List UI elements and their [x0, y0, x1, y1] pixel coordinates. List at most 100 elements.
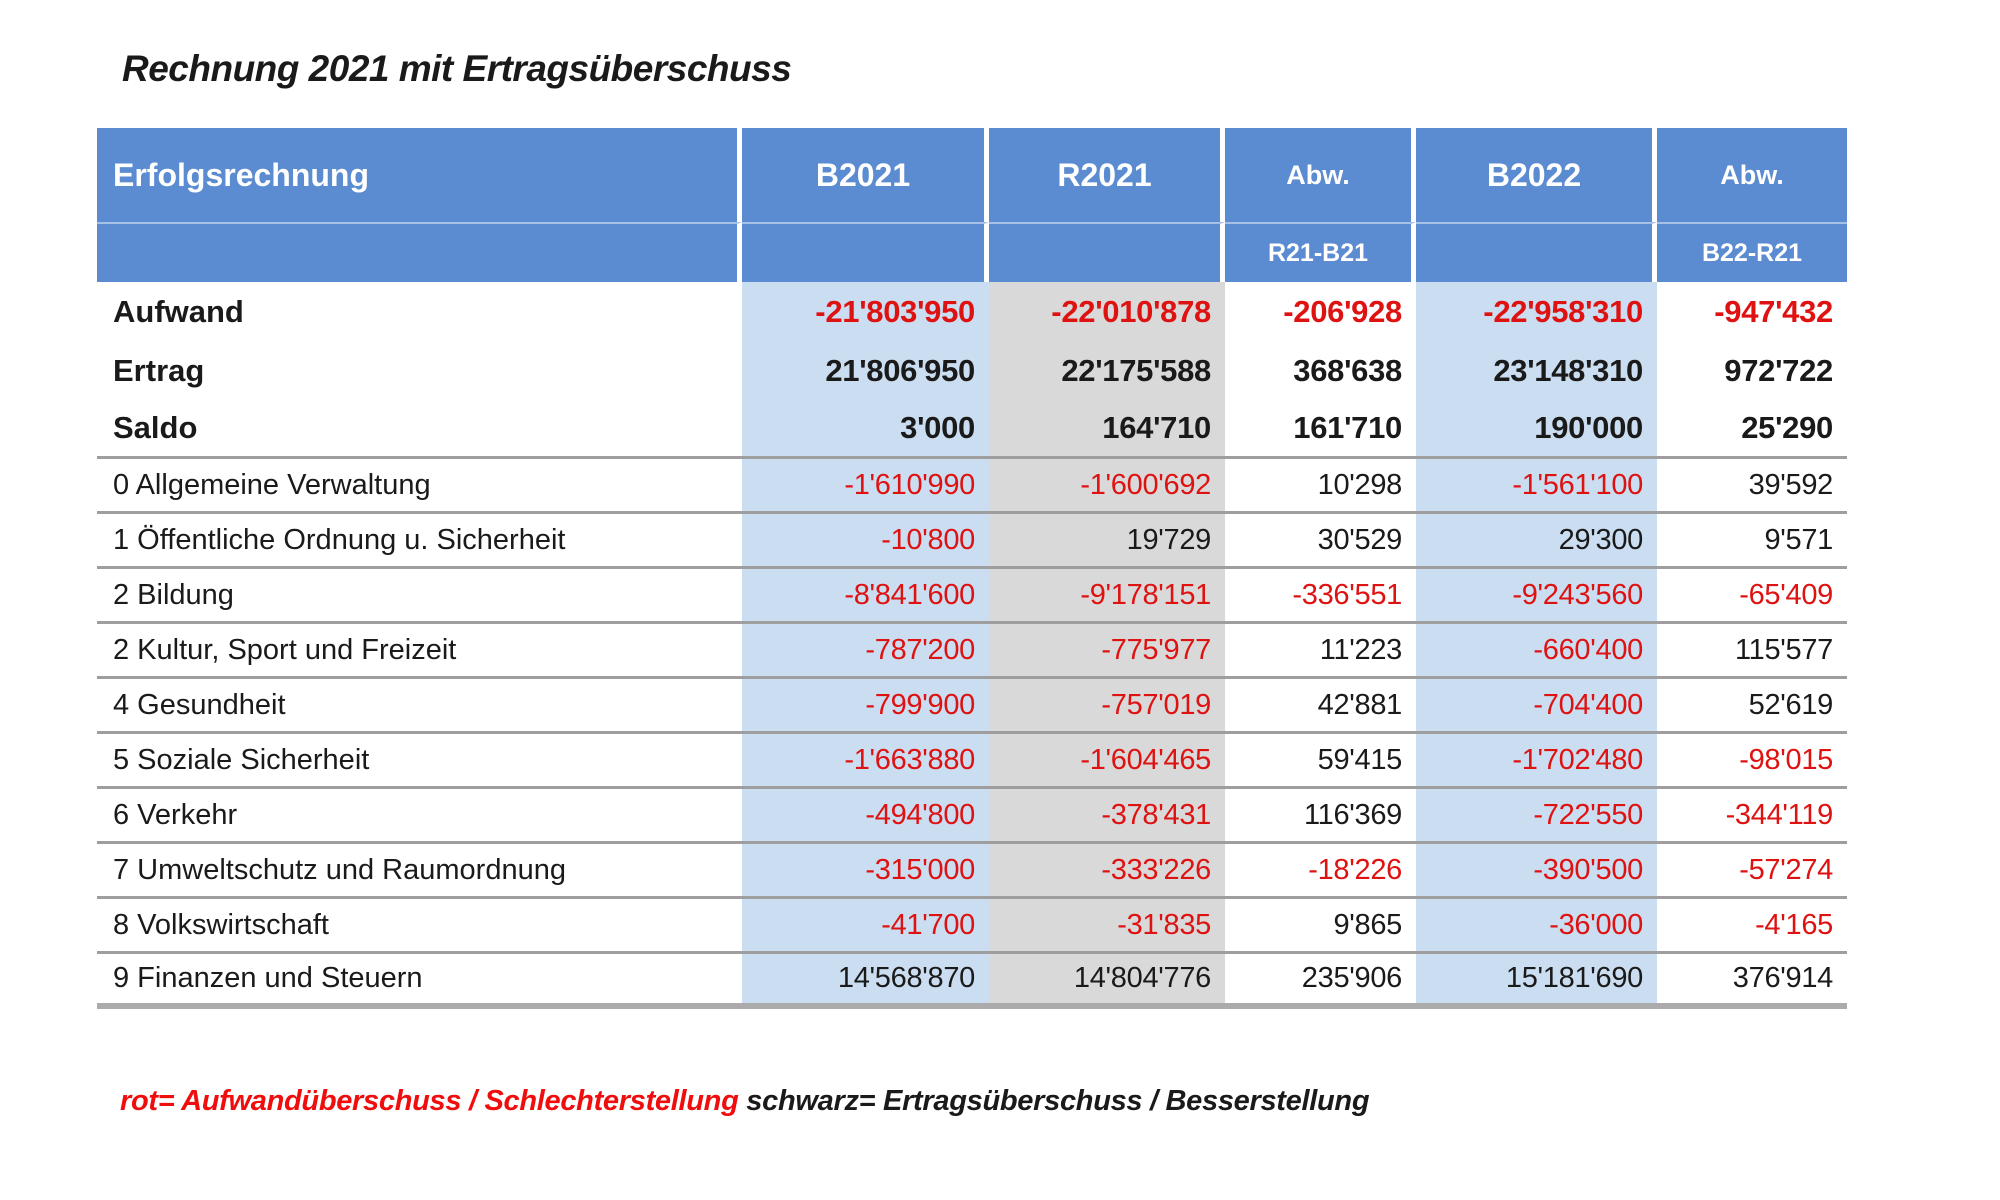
- cell-b2022: 15'181'690: [1416, 954, 1657, 1003]
- header-subcell-empty-r2021: [989, 222, 1225, 282]
- cell-abw-b22-r21: 25'290: [1741, 410, 1833, 445]
- cell-b2021: -10'800: [742, 514, 989, 566]
- cell-r2021: 14'804'776: [989, 954, 1225, 1003]
- cell-abw-b22-r21: 39'592: [1748, 468, 1834, 501]
- cell-b2021: -1'610'990: [742, 459, 989, 511]
- table-row: 1 Öffentliche Ordnung u. Sicherheit -10'8…: [97, 514, 1847, 569]
- cell-b2021: -41'700: [742, 899, 989, 951]
- erfolgsrechnung-table: Erfolgsrechnung B2021 R2021 Abw. B2022 A…: [97, 128, 1847, 1009]
- cell-abw-b22-r21: 115'577: [1734, 633, 1833, 666]
- cell-r2021: -757'019: [989, 679, 1225, 731]
- cell-label: 8 Volkswirtschaft: [113, 908, 329, 941]
- cell-b2021: 14'568'870: [742, 954, 989, 1003]
- cell-abw-r21-b21: -336'551: [1292, 578, 1402, 611]
- cell-r2021: 164'710: [989, 400, 1225, 456]
- table-header-row-1: Erfolgsrechnung B2021 R2021 Abw. B2022 A…: [97, 128, 1847, 222]
- cell-abw-b22-r21: -57'274: [1739, 853, 1833, 886]
- header-subcell-empty-b2022: [1416, 222, 1657, 282]
- cell-abw-b22-r21: 9'571: [1764, 523, 1833, 556]
- cell-abw-r21-b21: 161'710: [1293, 410, 1402, 445]
- cell-r2021: -775'977: [989, 624, 1225, 676]
- cell-abw-b22-r21: -947'432: [1714, 293, 1833, 329]
- cell-label: Ertrag: [113, 352, 205, 388]
- cell-r2021: -333'226: [989, 844, 1225, 896]
- header-cell-abw-1: Abw.: [1225, 128, 1416, 222]
- cell-b2022: -9'243'560: [1416, 569, 1657, 621]
- cell-b2022: 29'300: [1416, 514, 1657, 566]
- cell-label: 4 Gesundheit: [113, 688, 286, 721]
- cell-r2021: -1'600'692: [989, 459, 1225, 511]
- cell-label: 2 Kultur, Sport und Freizeit: [113, 633, 457, 666]
- summary-row-aufwand: Aufwand -21'803'950 -22'010'878 -206'928 -22…: [97, 282, 1847, 341]
- color-legend: rot= Aufwandüberschuss / Schlechterstell…: [120, 1085, 1370, 1118]
- cell-b2021: 3'000: [742, 400, 989, 456]
- cell-label: 7 Umweltschutz und Raumordnung: [113, 853, 566, 886]
- cell-label: 0 Allgemeine Verwaltung: [113, 468, 431, 501]
- header-cell-abw-2: Abw.: [1657, 128, 1847, 222]
- cell-b2021: -787'200: [742, 624, 989, 676]
- table-body: Aufwand -21'803'950 -22'010'878 -206'928 -22…: [97, 282, 1847, 1009]
- cell-abw-r21-b21: 59'415: [1317, 743, 1403, 776]
- cell-b2022: -390'500: [1416, 844, 1657, 896]
- table-header-row-2: R21-B21 B22-R21: [97, 222, 1847, 282]
- table-row: 6 Verkehr -494'800 -378'431 116'369 -722'550…: [97, 789, 1847, 844]
- cell-abw-b22-r21: -344'119: [1725, 798, 1834, 831]
- cell-b2022: -1'561'100: [1416, 459, 1657, 511]
- cell-r2021: 22'175'588: [989, 341, 1225, 400]
- cell-r2021: -1'604'465: [989, 734, 1225, 786]
- cell-abw-r21-b21: -18'226: [1308, 853, 1402, 886]
- cell-abw-r21-b21: 42'881: [1317, 688, 1403, 721]
- cell-abw-b22-r21: -65'409: [1739, 578, 1833, 611]
- cell-label: 5 Soziale Sicherheit: [113, 743, 370, 776]
- table-row: 2 Kultur, Sport und Freizeit -787'200 -775…: [97, 624, 1847, 679]
- legend-red-text: rot= Aufwandüberschuss / Schlechterstell…: [120, 1085, 739, 1117]
- cell-label: Saldo: [113, 410, 198, 445]
- cell-abw-b22-r21: -98'015: [1739, 743, 1833, 776]
- cell-r2021: -378'431: [989, 789, 1225, 841]
- cell-abw-r21-b21: 368'638: [1293, 352, 1402, 388]
- cell-abw-r21-b21: 9'865: [1333, 908, 1402, 941]
- cell-b2021: -799'900: [742, 679, 989, 731]
- cell-b2021: -8'841'600: [742, 569, 989, 621]
- cell-label: 1 Öffentliche Ordnung u. Sicherheit: [113, 523, 566, 556]
- table-row: 7 Umweltschutz und Raumordnung -315'000 -3…: [97, 844, 1847, 899]
- header-cell-r2021: R2021: [989, 128, 1225, 222]
- table-row: 8 Volkswirtschaft -41'700 -31'835 9'865 -36'…: [97, 899, 1847, 954]
- table-row: 2 Bildung -8'841'600 -9'178'151 -336'551 -9'…: [97, 569, 1847, 624]
- cell-b2022: -36'000: [1416, 899, 1657, 951]
- cell-abw-r21-b21: 11'223: [1319, 633, 1403, 666]
- summary-row-saldo: Saldo 3'000 164'710 161'710 190'000 25'290: [97, 400, 1847, 459]
- cell-abw-r21-b21: -206'928: [1283, 293, 1402, 329]
- table-row: 9 Finanzen und Steuern 14'568'870 14'804'7…: [97, 954, 1847, 1009]
- cell-abw-r21-b21: 30'529: [1317, 523, 1403, 556]
- cell-abw-b22-r21: 52'619: [1748, 688, 1834, 721]
- cell-b2021: -494'800: [742, 789, 989, 841]
- header-subcell-empty-b2021: [742, 222, 989, 282]
- cell-label: 2 Bildung: [113, 578, 234, 611]
- summary-row-ertrag: Ertrag 21'806'950 22'175'588 368'638 23'148'…: [97, 341, 1847, 400]
- cell-r2021: -31'835: [989, 899, 1225, 951]
- cell-b2022: 23'148'310: [1416, 341, 1657, 400]
- table-row: 4 Gesundheit -799'900 -757'019 42'881 -704'4…: [97, 679, 1847, 734]
- header-subcell-b22-r21: B22-R21: [1657, 222, 1847, 282]
- header-subcell-r21-b21: R21-B21: [1225, 222, 1416, 282]
- header-cell-erfolgsrechnung: Erfolgsrechnung: [97, 128, 742, 222]
- cell-b2021: -1'663'880: [742, 734, 989, 786]
- cell-b2022: -704'400: [1416, 679, 1657, 731]
- table-row: 0 Allgemeine Verwaltung -1'610'990 -1'600'…: [97, 459, 1847, 514]
- cell-b2022: -722'550: [1416, 789, 1657, 841]
- cell-b2021: -21'803'950: [742, 282, 989, 341]
- cell-abw-r21-b21: 10'298: [1317, 468, 1403, 501]
- cell-abw-b22-r21: 972'722: [1724, 352, 1833, 388]
- cell-label: Aufwand: [113, 293, 244, 329]
- cell-r2021: -9'178'151: [989, 569, 1225, 621]
- cell-abw-b22-r21: -4'165: [1755, 908, 1833, 941]
- cell-label: 6 Verkehr: [113, 798, 238, 831]
- cell-b2022: 190'000: [1416, 400, 1657, 456]
- cell-abw-b22-r21: 376'914: [1732, 962, 1834, 994]
- cell-b2021: -315'000: [742, 844, 989, 896]
- cell-abw-r21-b21: 116'369: [1303, 798, 1402, 831]
- cell-label: 9 Finanzen und Steuern: [113, 962, 423, 994]
- header-cell-b2022: B2022: [1416, 128, 1657, 222]
